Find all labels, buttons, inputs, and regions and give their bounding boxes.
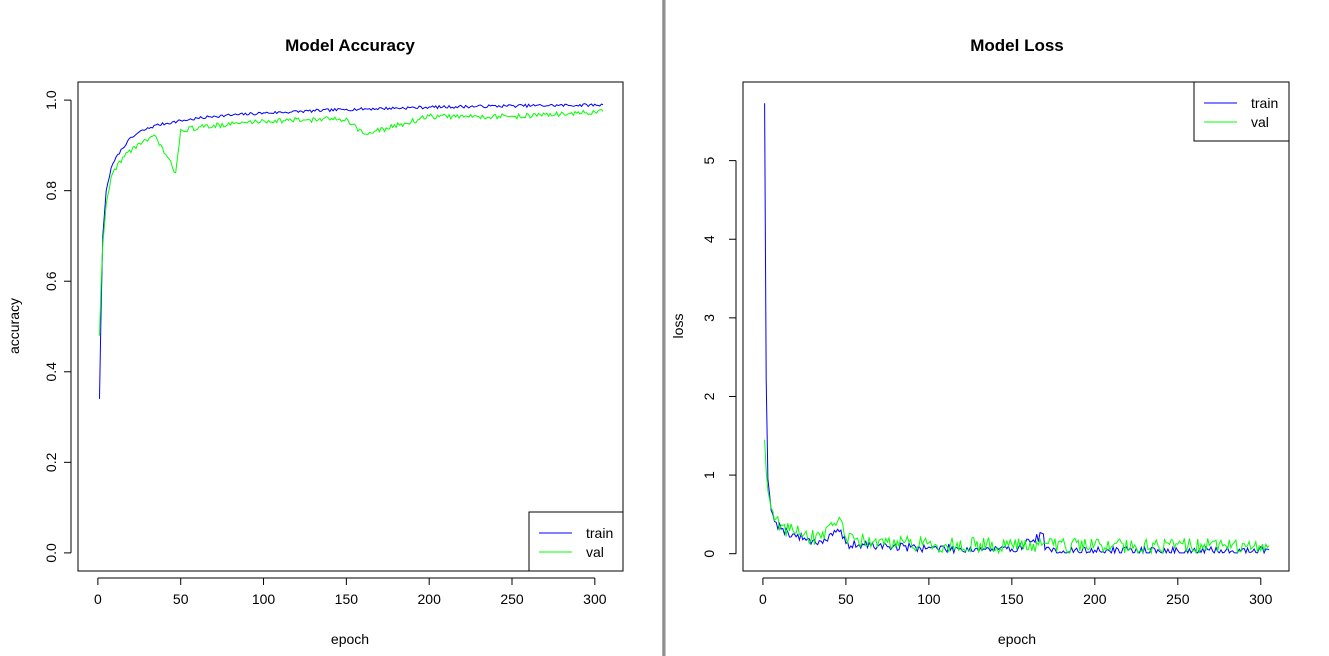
y-axis: 0 1 2 3 4 5: [701, 157, 737, 558]
legend-label-train: train: [1251, 95, 1278, 111]
series-lines: [764, 103, 1270, 555]
accuracy-chart-panel: Model Accuracy epoch accuracy 0 50 100 150 2…: [0, 0, 662, 656]
legend: train val: [528, 511, 624, 572]
x-tick-label: 300: [583, 591, 607, 607]
plot-frame: [742, 81, 1290, 572]
loss-chart: Model Loss epoch loss 0 50 100 150 200 250 300…: [670, 36, 1290, 647]
series-line-val: [764, 439, 1270, 555]
x-tick-label: 200: [1083, 591, 1107, 607]
y-tick-label: 0.0: [43, 543, 59, 563]
x-tick-label: 200: [418, 591, 442, 607]
legend-box: [528, 511, 624, 572]
legend-label-train: train: [586, 525, 613, 541]
chart-title: Model Accuracy: [285, 36, 415, 55]
x-tick-label: 150: [1000, 591, 1024, 607]
y-tick-label: 1: [701, 471, 717, 479]
x-tick-label: 100: [252, 591, 276, 607]
y-tick-label: 1.0: [43, 90, 59, 110]
x-tick-label: 50: [173, 591, 189, 607]
legend-label-val: val: [586, 544, 604, 560]
series-line-train: [99, 103, 604, 399]
series-line-val: [99, 109, 604, 336]
x-tick-label: 150: [335, 591, 359, 607]
accuracy-chart: Model Accuracy epoch accuracy 0 50 100 150 2…: [6, 36, 624, 647]
x-tick-label: 50: [838, 591, 854, 607]
plot-frame: [77, 81, 624, 572]
x-tick-label: 0: [759, 591, 767, 607]
x-axis: 0 50 100 150 200 250 300: [94, 577, 607, 607]
y-tick-label: 2: [701, 392, 717, 400]
legend-label-val: val: [1251, 114, 1269, 130]
x-axis-label: epoch: [998, 631, 1036, 647]
x-tick-label: 250: [1166, 591, 1190, 607]
x-tick-label: 100: [917, 591, 941, 607]
y-axis-label: accuracy: [6, 298, 22, 354]
y-tick-label: 0.2: [43, 452, 59, 472]
y-tick-label: 3: [701, 314, 717, 322]
y-tick-label: 0: [701, 550, 717, 558]
y-tick-label: 5: [701, 157, 717, 165]
y-tick-label: 0.8: [43, 181, 59, 201]
loss-chart-panel: Model Loss epoch loss 0 50 100 150 200 250 300…: [666, 0, 1329, 656]
y-axis: 0.0 0.2 0.4 0.6 0.8 1.0: [43, 90, 72, 563]
y-axis-label: loss: [670, 314, 686, 339]
x-tick-label: 300: [1249, 591, 1273, 607]
legend: train val: [1193, 81, 1290, 142]
x-tick-label: 250: [500, 591, 524, 607]
y-tick-label: 0.6: [43, 271, 59, 291]
panel-divider: [662, 0, 666, 656]
y-tick-label: 0.4: [43, 362, 59, 382]
x-tick-label: 0: [94, 591, 102, 607]
chart-title: Model Loss: [970, 36, 1064, 55]
x-axis-label: epoch: [331, 631, 369, 647]
series-line-train: [764, 103, 1270, 555]
series-lines: [99, 103, 604, 399]
x-axis: 0 50 100 150 200 250 300: [759, 577, 1273, 607]
legend-box: [1193, 81, 1290, 142]
y-tick-label: 4: [701, 235, 717, 243]
